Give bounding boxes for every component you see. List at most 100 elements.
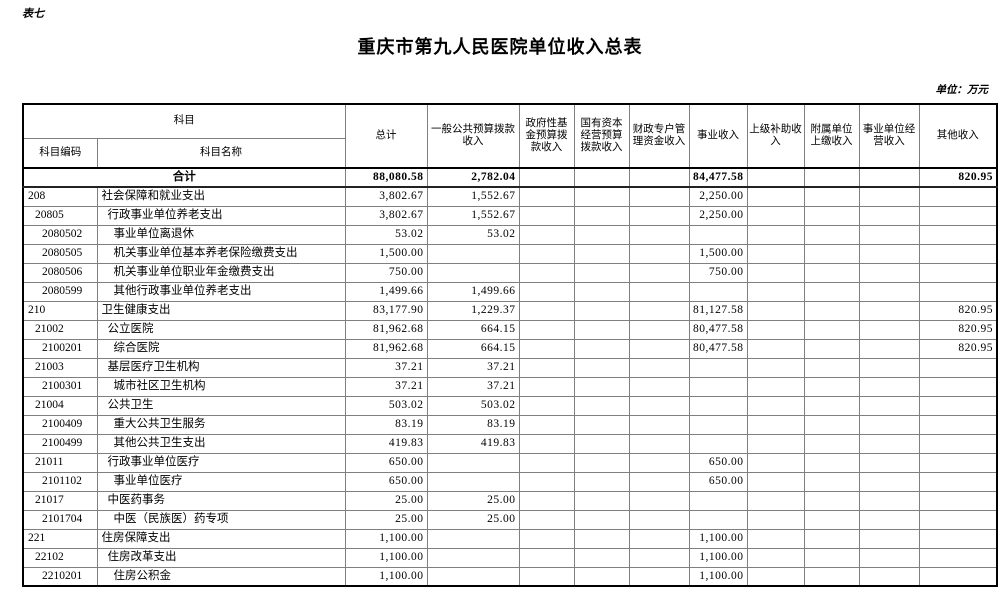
value-cell <box>518 509 575 530</box>
value-cell <box>918 433 998 454</box>
value-cell <box>746 357 805 378</box>
subject-name-cell: 中医药事务 <box>96 490 346 511</box>
value-cell <box>688 414 748 435</box>
value-cell: 820.95 <box>918 319 998 340</box>
value-cell <box>803 338 860 359</box>
subject-code-cell: 208 <box>22 186 98 207</box>
value-cell: 80,477.58 <box>688 319 748 340</box>
subject-code-cell: 21017 <box>22 490 98 511</box>
total-value-cell <box>518 167 575 188</box>
value-cell <box>688 224 748 245</box>
value-cell <box>518 186 575 207</box>
value-cell: 53.02 <box>426 224 520 245</box>
value-cell <box>518 547 575 568</box>
subject-code-cell: 2080506 <box>22 262 98 283</box>
value-cell <box>426 262 520 283</box>
value-cell <box>628 338 690 359</box>
value-cell: 664.15 <box>426 338 520 359</box>
value-cell <box>688 509 748 530</box>
subject-name-cell: 住房公积金 <box>96 566 346 587</box>
subject-name-cell: 综合医院 <box>96 338 346 359</box>
value-cell <box>573 338 630 359</box>
value-cell: 37.21 <box>344 376 428 397</box>
value-cell: 2,250.00 <box>688 205 748 226</box>
value-cell <box>746 224 805 245</box>
value-cell <box>746 376 805 397</box>
value-cell <box>918 471 998 492</box>
table-row: 21003 基层医疗卫生机构 37.21 37.21 <box>22 357 998 378</box>
total-value-cell: 88,080.58 <box>344 167 428 188</box>
value-cell <box>628 319 690 340</box>
table-row: 21004 公共卫生 503.02 503.02 <box>22 395 998 416</box>
value-cell <box>746 528 805 549</box>
value-cell <box>628 547 690 568</box>
value-cell <box>918 528 998 549</box>
subject-name-cell: 事业单位离退休 <box>96 224 346 245</box>
value-cell <box>518 376 575 397</box>
value-cell: 1,100.00 <box>344 528 428 549</box>
subject-code-cell: 20805 <box>22 205 98 226</box>
value-cell <box>628 357 690 378</box>
value-cell: 83.19 <box>344 414 428 435</box>
value-cell <box>573 281 630 302</box>
subject-code-cell: 2101102 <box>22 471 98 492</box>
value-cell <box>858 490 920 511</box>
subject-code-cell: 21011 <box>22 452 98 473</box>
value-cell <box>918 395 998 416</box>
header-col-operating-income: 事业收入 <box>688 103 748 169</box>
value-cell <box>628 281 690 302</box>
value-cell <box>518 490 575 511</box>
subject-code-cell: 2080505 <box>22 243 98 264</box>
value-cell <box>858 205 920 226</box>
table-row: 2100499 其他公共卫生支出 419.83 419.83 <box>22 433 998 454</box>
value-cell: 664.15 <box>426 319 520 340</box>
value-cell <box>628 509 690 530</box>
value-cell: 25.00 <box>344 490 428 511</box>
table-row: 2100301 城市社区卫生机构 37.21 37.21 <box>22 376 998 397</box>
value-cell <box>573 414 630 435</box>
value-cell <box>688 281 748 302</box>
header-col-superior-subsidy: 上级补助收入 <box>746 103 805 169</box>
value-cell <box>918 243 998 264</box>
value-cell <box>918 509 998 530</box>
table-row: 2100201 综合医院 81,962.68 664.15 80,477.58 820.9… <box>22 338 998 359</box>
subject-code-cell: 2100409 <box>22 414 98 435</box>
total-value-cell <box>573 167 630 188</box>
value-cell: 25.00 <box>344 509 428 530</box>
value-cell <box>746 395 805 416</box>
value-cell: 820.95 <box>918 300 998 321</box>
subject-code-cell: 2080502 <box>22 224 98 245</box>
value-cell <box>803 547 860 568</box>
value-cell <box>628 471 690 492</box>
value-cell <box>746 509 805 530</box>
value-cell <box>426 243 520 264</box>
value-cell <box>628 566 690 587</box>
value-cell <box>518 319 575 340</box>
value-cell: 1,500.00 <box>344 243 428 264</box>
subject-name-cell: 社会保障和就业支出 <box>96 186 346 207</box>
value-cell <box>803 414 860 435</box>
value-cell: 81,127.58 <box>688 300 748 321</box>
value-cell <box>918 262 998 283</box>
value-cell <box>918 547 998 568</box>
value-cell <box>746 547 805 568</box>
table-row: 2080505 机关事业单位基本养老保险缴费支出 1,500.00 1,500.00 <box>22 243 998 264</box>
subject-code-cell: 2210201 <box>22 566 98 587</box>
subject-name-cell: 其他行政事业单位养老支出 <box>96 281 346 302</box>
value-cell <box>858 357 920 378</box>
value-cell <box>628 433 690 454</box>
header-col-affiliate-remit: 附属单位上缴收入 <box>803 103 860 169</box>
value-cell <box>746 414 805 435</box>
value-cell <box>628 300 690 321</box>
value-cell <box>573 452 630 473</box>
value-cell <box>573 205 630 226</box>
subject-code-cell: 21004 <box>22 395 98 416</box>
value-cell <box>803 186 860 207</box>
table-row: 2080506 机关事业单位职业年金缴费支出 750.00 750.00 <box>22 262 998 283</box>
value-cell <box>858 319 920 340</box>
total-label-cell: 合计 <box>22 167 346 188</box>
value-cell: 1,500.00 <box>688 243 748 264</box>
header-col-state-capital: 国有资本经营预算拨款收入 <box>573 103 630 169</box>
value-cell <box>858 433 920 454</box>
value-cell <box>803 566 860 587</box>
